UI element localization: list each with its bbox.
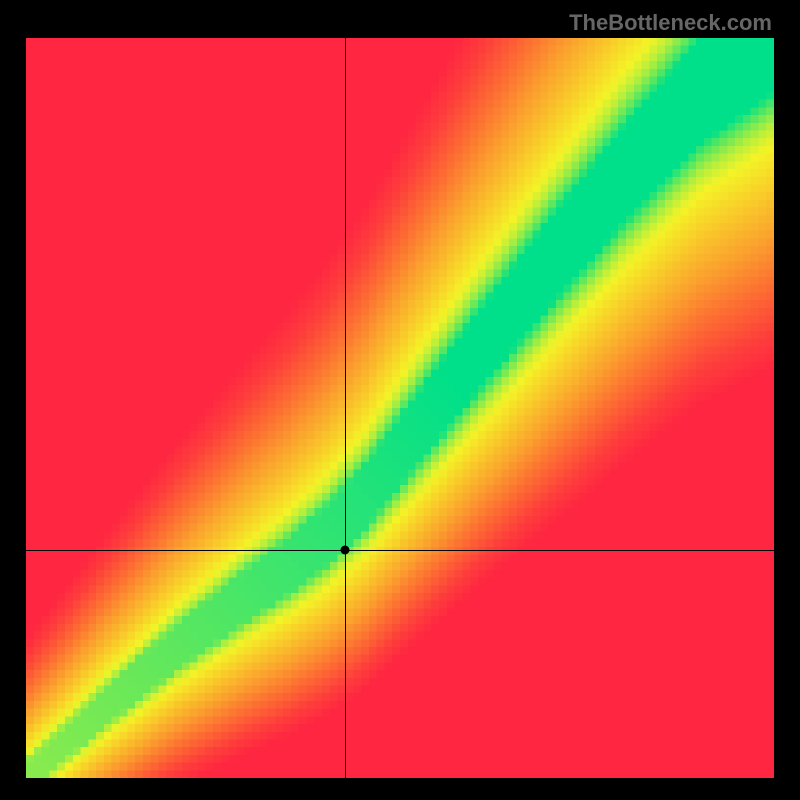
watermark-text: TheBottleneck.com xyxy=(569,10,772,36)
heatmap-plot xyxy=(26,38,774,778)
crosshair-horizontal xyxy=(26,550,774,551)
crosshair-vertical xyxy=(345,38,346,778)
heatmap-canvas xyxy=(26,38,774,778)
data-point-marker xyxy=(341,546,350,555)
